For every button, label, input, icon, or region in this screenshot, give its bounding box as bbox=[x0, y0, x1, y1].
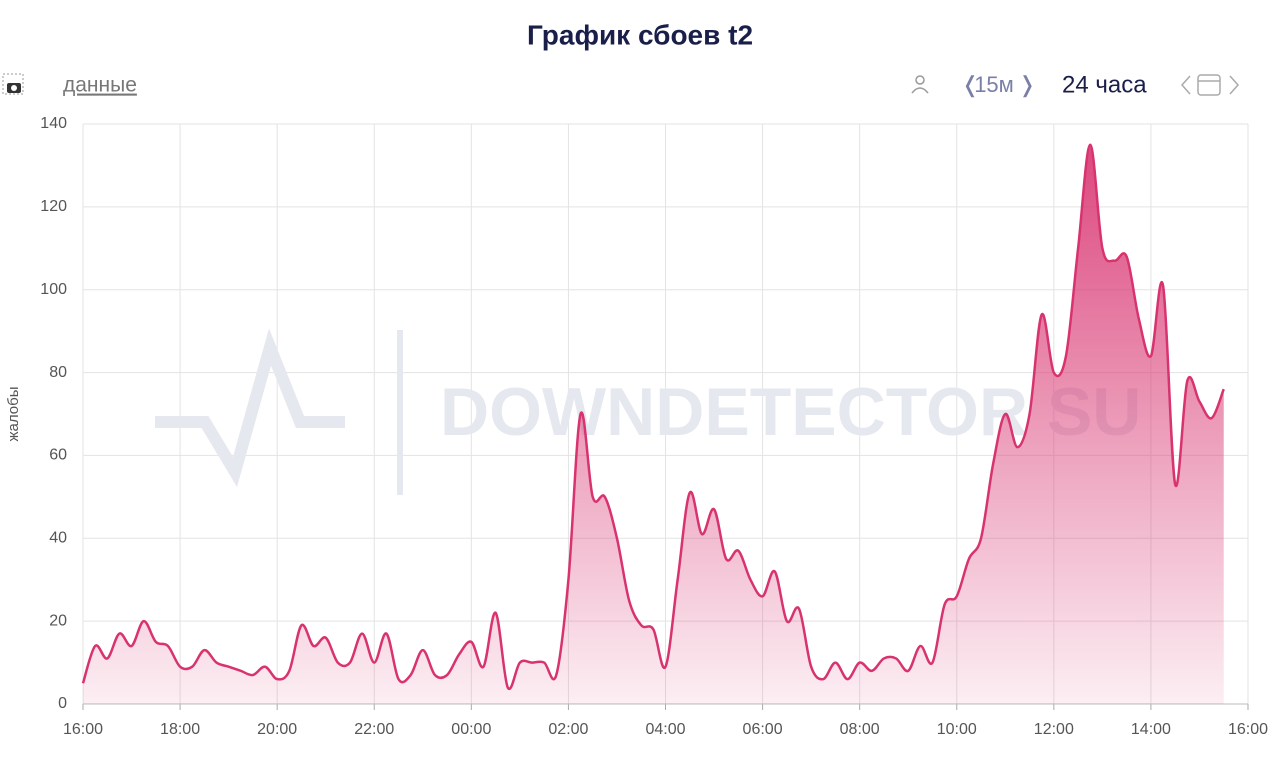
x-tick-label: 06:00 bbox=[743, 721, 783, 738]
y-tick-label: 100 bbox=[40, 281, 67, 298]
x-tick-label: 08:00 bbox=[840, 721, 880, 738]
period[interactable]: 24 часа bbox=[1062, 71, 1147, 98]
x-tick-label: 20:00 bbox=[257, 721, 297, 738]
x-tick-label: 12:00 bbox=[1034, 721, 1074, 738]
camera-icon[interactable] bbox=[2, 73, 24, 95]
watermark-logo bbox=[155, 328, 403, 495]
x-tick-label: 16:00 bbox=[63, 721, 103, 738]
data-link[interactable]: данные bbox=[63, 74, 137, 97]
y-tick-label: 0 bbox=[58, 695, 67, 712]
x-tick-label: 02:00 bbox=[548, 721, 588, 738]
interval[interactable]: 15м bbox=[974, 72, 1014, 97]
x-tick-label: 14:00 bbox=[1131, 721, 1171, 738]
chart-title: График сбоев t2 bbox=[527, 19, 753, 50]
y-tick-label: 80 bbox=[49, 364, 67, 381]
x-tick-label: 04:00 bbox=[645, 721, 685, 738]
y-tick-label: 140 bbox=[40, 115, 67, 132]
x-tick-label: 00:00 bbox=[451, 721, 491, 738]
x-tick-label: 22:00 bbox=[354, 721, 394, 738]
user-icon[interactable] bbox=[911, 75, 929, 94]
y-tick-label: 40 bbox=[49, 530, 67, 547]
bracket: ❬ bbox=[961, 72, 979, 98]
bracket: ❭ bbox=[1018, 72, 1036, 98]
y-tick-label: 20 bbox=[49, 612, 67, 629]
y-tick-label: 60 bbox=[49, 447, 67, 464]
y-tick-label: 120 bbox=[40, 198, 67, 215]
y-axis-label: жалобы bbox=[5, 386, 22, 441]
x-tick-label: 10:00 bbox=[937, 721, 977, 738]
x-tick-label: 18:00 bbox=[160, 721, 200, 738]
line bbox=[81, 143, 1225, 691]
x-tick-label: 16:00 bbox=[1228, 721, 1268, 738]
area-fill bbox=[83, 144, 1224, 704]
calendar-nav[interactable] bbox=[1180, 74, 1240, 96]
